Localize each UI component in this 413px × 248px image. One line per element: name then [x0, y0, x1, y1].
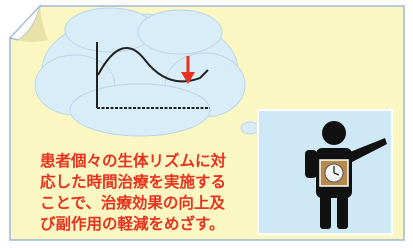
caption-line: び副作用の軽減をめざす。: [40, 214, 224, 233]
caption-line: ことで、治療効果の向上及: [40, 193, 225, 212]
caption-line: 応した時間治療を実施する: [40, 172, 226, 191]
clock-icon: [320, 160, 348, 186]
caption-line: 患者個々の生体リズムに対: [40, 151, 227, 170]
illustration: 患者個々の生体リズムに対 応した時間治療を実施する ことで、治療効果の向上及 び…: [0, 0, 413, 248]
